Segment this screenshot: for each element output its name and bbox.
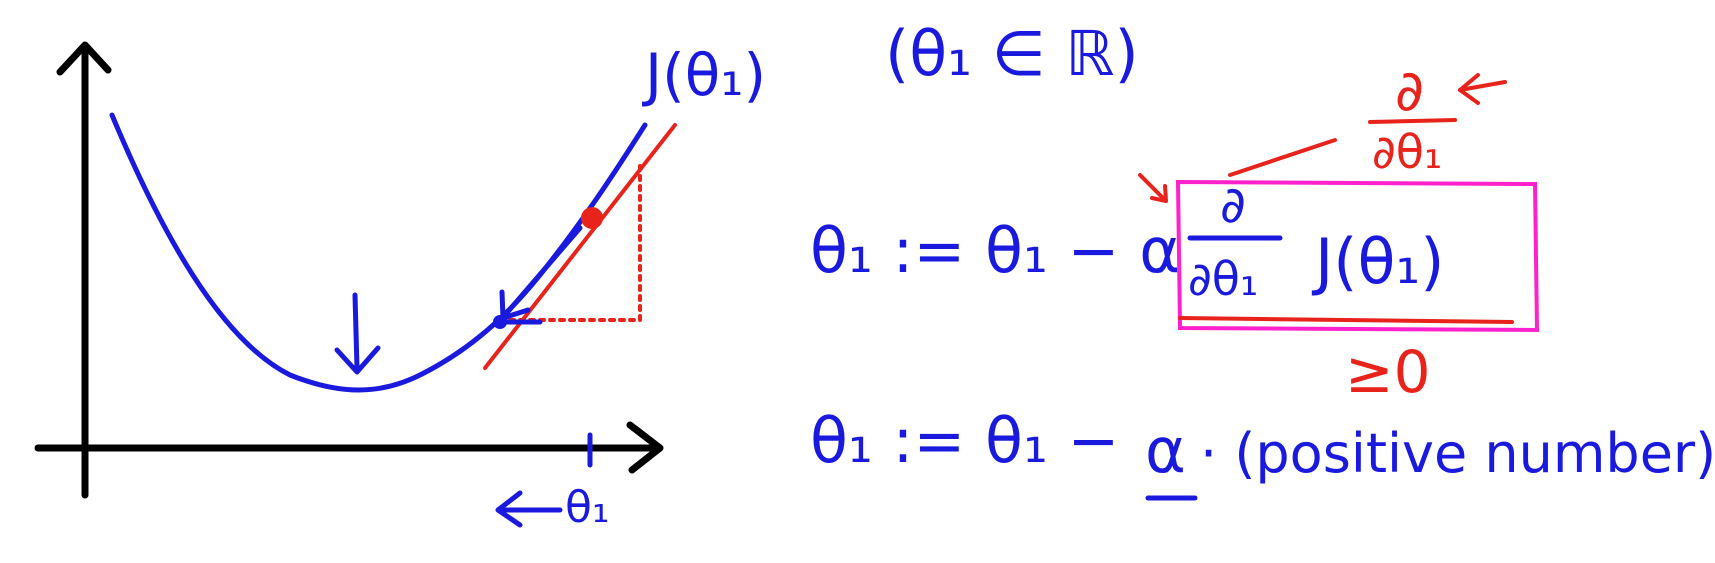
partial-fraction-bar [1368, 118, 1457, 124]
derivative-denominator: ∂θ₁ [1188, 252, 1258, 306]
graph-axes [34, 41, 664, 499]
derivative-function: J(θ₁) [1311, 225, 1444, 298]
step-arrow [502, 225, 583, 318]
curve-label: J(θ₁) [642, 41, 766, 109]
red-corner-arrowhead [1150, 184, 1168, 203]
partial-denominator-note: ∂θ₁ [1372, 125, 1442, 179]
update-rule-lhs: θ₁ := θ₁ − α [810, 214, 1180, 287]
x-axis-label: θ₁ [565, 482, 610, 533]
second-rule-alpha: α [1145, 414, 1186, 487]
red-underline [1178, 316, 1514, 324]
derivative-box [1175, 179, 1540, 333]
minimum-arrowhead [334, 345, 381, 375]
red-corner-arrow [1138, 173, 1167, 202]
red-pointer-arrow [1458, 80, 1507, 92]
domain-note: (θ₁ ∈ ℝ) [885, 17, 1139, 90]
minimum-arrow [352, 292, 360, 371]
derivative-numerator: ∂ [1220, 176, 1246, 234]
tangent-line [483, 123, 677, 370]
slope-triangle [498, 163, 642, 322]
y-axis-arrowhead [56, 41, 112, 76]
red-connector-line [1228, 138, 1337, 177]
partial-numerator-note: ∂ [1395, 59, 1424, 124]
second-rule-rest: · (positive number) [1200, 422, 1715, 485]
current-point-red [581, 207, 603, 229]
step-arrowhead [499, 289, 531, 321]
x-axis-arrowhead [626, 421, 664, 474]
second-rule-lhs: θ₁ := θ₁ − [810, 404, 1120, 477]
left-arrowhead [495, 490, 523, 528]
sign-note: ≥0 [1345, 338, 1431, 406]
red-pointer-arrowhead [1458, 73, 1480, 105]
cost-curve [109, 112, 648, 393]
